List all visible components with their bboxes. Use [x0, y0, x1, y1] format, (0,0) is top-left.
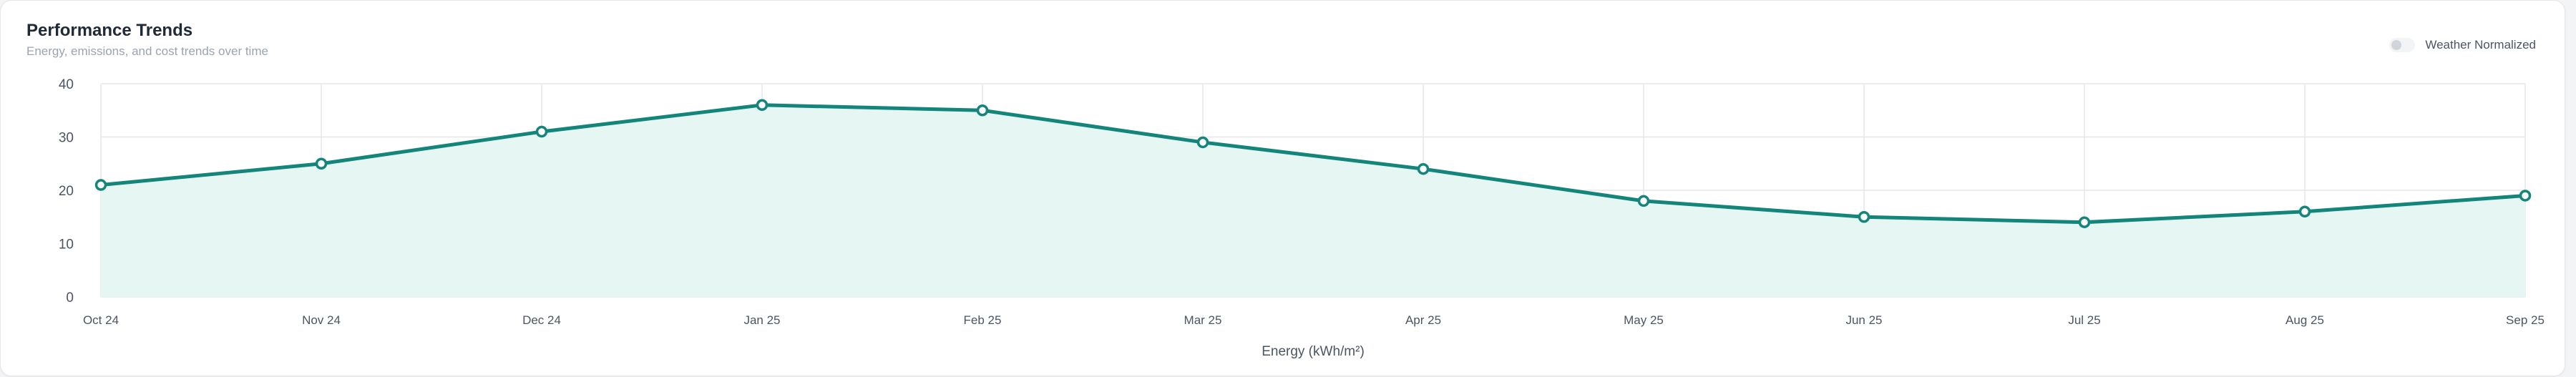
series-area — [101, 104, 2525, 298]
x-tick-label: Apr 25 — [1405, 313, 1441, 327]
data-point — [1417, 162, 1430, 175]
weather-normalized-label: Weather Normalized — [2425, 38, 2536, 52]
data-point — [2519, 190, 2532, 202]
data-point — [2298, 205, 2311, 218]
x-tick-label: Oct 24 — [83, 313, 119, 327]
x-tick-label: Dec 24 — [522, 313, 561, 327]
x-tick-label: Jun 25 — [1845, 313, 1882, 327]
x-tick-label: Sep 25 — [2506, 313, 2545, 327]
y-tick-label: 20 — [59, 184, 74, 199]
x-tick-label: Aug 25 — [2285, 313, 2324, 327]
data-point — [1637, 195, 1650, 207]
y-tick-label: 30 — [59, 131, 74, 146]
x-tick-label: Jan 25 — [743, 313, 780, 327]
weather-normalized-toggle[interactable] — [2389, 38, 2416, 52]
data-point — [315, 157, 328, 170]
weather-normalized-control: Weather Normalized — [2389, 38, 2536, 52]
card-subtitle: Energy, emissions, and cost trends over … — [26, 44, 268, 58]
data-point — [976, 104, 989, 117]
toggle-knob — [2391, 40, 2402, 50]
data-point — [535, 125, 548, 138]
data-point — [1858, 211, 1870, 223]
y-tick-label: 0 — [66, 290, 74, 305]
y-tick-label: 10 — [59, 238, 74, 253]
series-line — [99, 103, 2527, 225]
x-tick-label: Nov 24 — [302, 313, 341, 327]
x-tick-label: Feb 25 — [964, 313, 1002, 327]
data-point — [2078, 216, 2091, 228]
x-tick-label: May 25 — [1624, 313, 1664, 327]
x-axis-label: Energy (kWh/m²) — [1262, 344, 1365, 359]
y-tick-label: 40 — [59, 77, 74, 92]
x-tick-label: Mar 25 — [1184, 313, 1222, 327]
data-point — [756, 99, 769, 112]
x-tick-label: Jul 25 — [2068, 313, 2100, 327]
data-point — [1196, 136, 1209, 149]
data-point — [94, 179, 107, 191]
card-title: Performance Trends — [26, 21, 193, 40]
